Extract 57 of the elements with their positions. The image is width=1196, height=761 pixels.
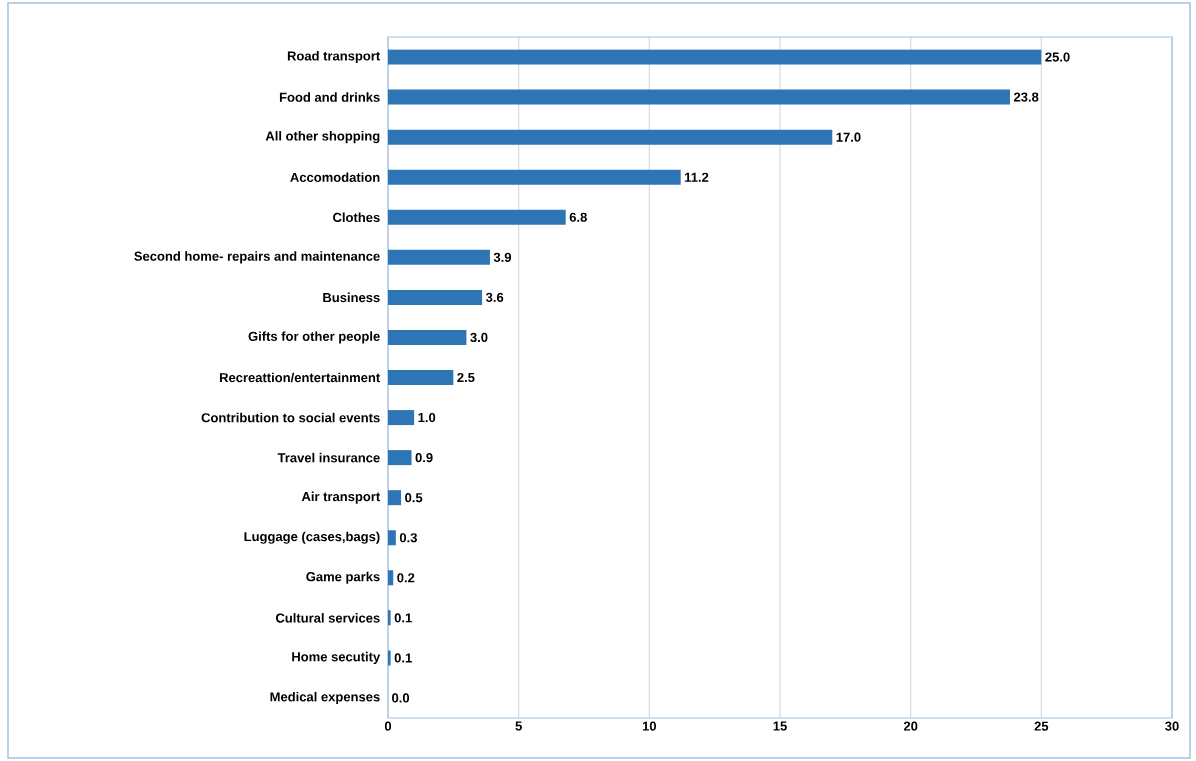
y-tick-label: Air transport xyxy=(301,491,381,504)
data-label: 3.6 xyxy=(485,292,504,302)
data-label: 3.0 xyxy=(470,332,488,343)
y-tick-label: Road transport xyxy=(287,50,381,64)
y-tick-label: Business xyxy=(323,292,380,303)
bar xyxy=(388,530,396,546)
y-tick-label: Cultural services xyxy=(275,613,380,623)
data-label: 0.1 xyxy=(394,653,412,663)
y-tick-label: Food and drinks xyxy=(279,92,380,102)
data-label: 11.2 xyxy=(685,172,709,182)
bar xyxy=(388,450,412,466)
y-tick-label: Medical expenses xyxy=(270,691,380,705)
y-tick-label: Gifts for other people xyxy=(248,331,380,344)
bar xyxy=(388,49,1042,65)
bar xyxy=(388,249,490,265)
data-label: 0.2 xyxy=(397,573,415,583)
y-tick-label: All other shopping xyxy=(265,131,380,144)
bar xyxy=(388,570,394,586)
bar xyxy=(388,370,454,386)
data-label: 0.9 xyxy=(415,453,433,463)
bar xyxy=(388,209,566,225)
bar xyxy=(388,329,467,345)
data-label: 0.5 xyxy=(405,493,423,503)
y-tick-label: Travel insurance xyxy=(277,452,380,463)
x-tick-label: 0 xyxy=(384,721,392,731)
bar xyxy=(388,129,833,145)
x-tick-label: 15 xyxy=(773,721,787,731)
data-label: 0.1 xyxy=(394,613,412,623)
data-label: 0.0 xyxy=(392,693,410,703)
data-label: 2.5 xyxy=(457,372,475,383)
bar xyxy=(388,650,391,666)
data-label: 1.0 xyxy=(418,412,436,423)
y-tick-label: Second home- repairs and maintenance xyxy=(134,251,380,264)
data-label: 25.0 xyxy=(1045,52,1070,62)
y-tick-label: Clothes xyxy=(333,212,380,223)
bar xyxy=(388,490,402,506)
y-tick-label: Recreattion/entertainment xyxy=(219,372,381,383)
x-tick-label: 20 xyxy=(903,721,918,731)
bar xyxy=(388,89,1010,105)
y-tick-label: Luggage (cases,bags) xyxy=(244,531,380,544)
y-tick-label: Home secutity xyxy=(292,651,381,664)
x-tick-label: 5 xyxy=(515,721,522,731)
bar xyxy=(388,169,681,185)
bar xyxy=(388,289,483,305)
data-label: 17.0 xyxy=(836,132,861,142)
data-label: 0.3 xyxy=(399,533,417,543)
data-label: 6.8 xyxy=(569,212,587,222)
x-tick-label: 10 xyxy=(642,721,657,731)
bar xyxy=(388,610,391,626)
x-tick-label: 30 xyxy=(1165,721,1179,731)
y-tick-label: Accomodation xyxy=(290,172,380,182)
data-label: 3.9 xyxy=(493,252,512,262)
x-tick-label: 25 xyxy=(1034,721,1049,731)
y-tick-label: Game parks xyxy=(306,571,380,584)
y-tick-label: Contribution to social events xyxy=(201,412,380,423)
bar xyxy=(388,410,415,426)
data-label: 23.8 xyxy=(1013,92,1039,102)
